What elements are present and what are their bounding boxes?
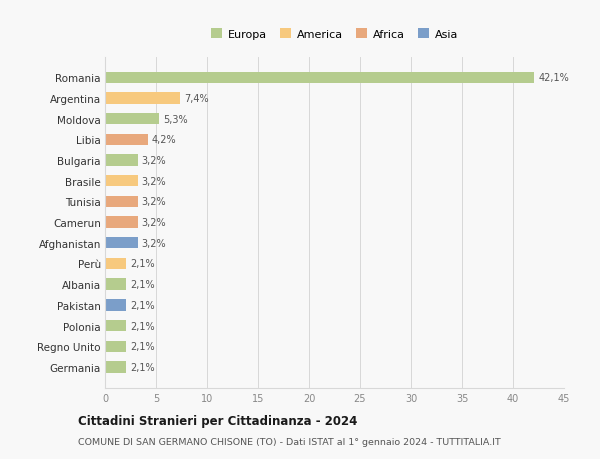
- Bar: [105, 93, 181, 104]
- Bar: [105, 279, 127, 290]
- Bar: [105, 114, 159, 125]
- Legend: Europa, America, Africa, Asia: Europa, America, Africa, Asia: [209, 27, 460, 42]
- Text: 7,4%: 7,4%: [185, 94, 209, 104]
- Bar: [105, 176, 137, 187]
- Bar: [105, 362, 127, 373]
- Text: 3,2%: 3,2%: [142, 197, 166, 207]
- Text: 2,1%: 2,1%: [131, 321, 155, 331]
- Bar: [105, 341, 127, 352]
- Bar: [105, 258, 127, 269]
- Bar: [105, 300, 127, 311]
- Text: 2,1%: 2,1%: [131, 280, 155, 290]
- Text: 5,3%: 5,3%: [163, 114, 188, 124]
- Bar: [105, 73, 535, 84]
- Text: 4,2%: 4,2%: [152, 135, 176, 145]
- Text: COMUNE DI SAN GERMANO CHISONE (TO) - Dati ISTAT al 1° gennaio 2024 - TUTTITALIA.: COMUNE DI SAN GERMANO CHISONE (TO) - Dat…: [78, 437, 501, 446]
- Bar: [105, 238, 137, 249]
- Text: 42,1%: 42,1%: [539, 73, 569, 83]
- Text: 3,2%: 3,2%: [142, 218, 166, 228]
- Bar: [105, 155, 137, 166]
- Text: 3,2%: 3,2%: [142, 238, 166, 248]
- Bar: [105, 196, 137, 207]
- Text: 3,2%: 3,2%: [142, 156, 166, 166]
- Text: 3,2%: 3,2%: [142, 176, 166, 186]
- Bar: [105, 217, 137, 228]
- Text: Cittadini Stranieri per Cittadinanza - 2024: Cittadini Stranieri per Cittadinanza - 2…: [78, 414, 358, 428]
- Text: 2,1%: 2,1%: [131, 259, 155, 269]
- Text: 2,1%: 2,1%: [131, 300, 155, 310]
- Text: 2,1%: 2,1%: [131, 341, 155, 352]
- Bar: [105, 320, 127, 331]
- Bar: [105, 134, 148, 146]
- Text: 2,1%: 2,1%: [131, 362, 155, 372]
